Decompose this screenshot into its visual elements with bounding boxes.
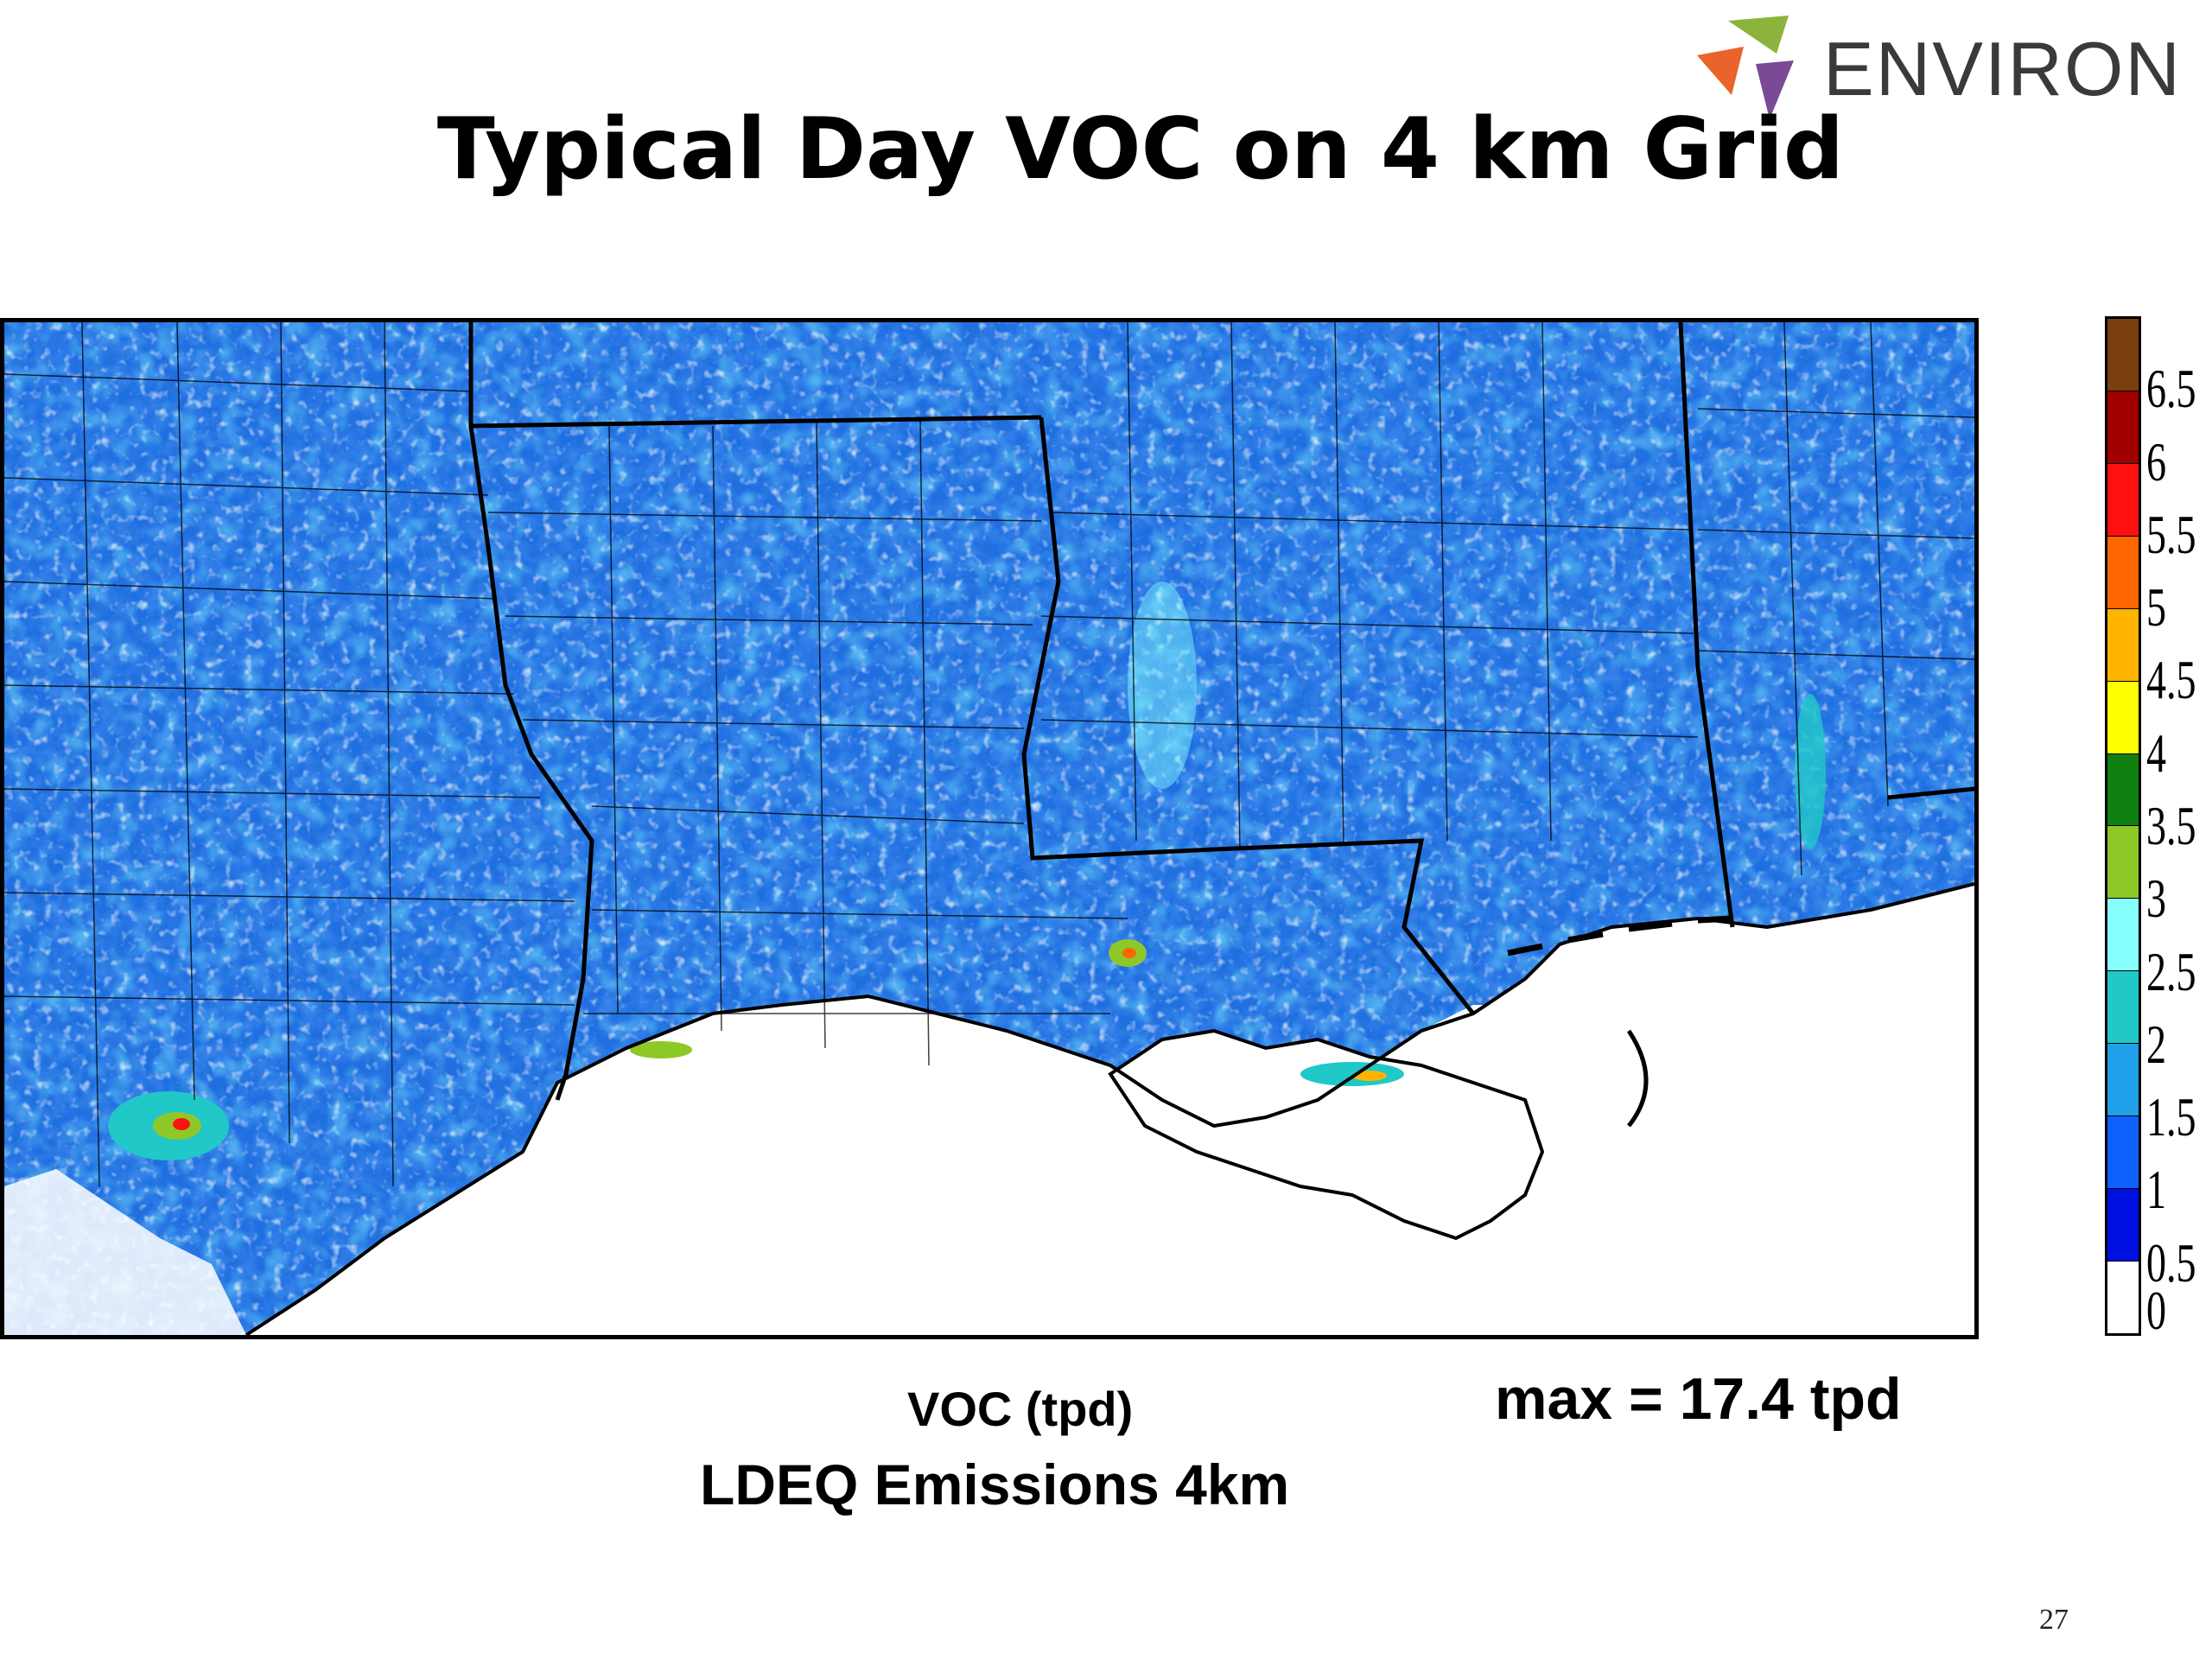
hotspot-lake-charles [630, 1041, 692, 1058]
max-value-label: max = 17.4 tpd [1495, 1366, 1902, 1432]
colorbar-segment [2107, 681, 2139, 754]
barrier-islands [1507, 915, 1733, 957]
colorbar-tick-label: 3 [2146, 868, 2167, 930]
colorbar-tick-label: 3.5 [2146, 795, 2196, 856]
county-boundaries [4, 322, 1974, 1187]
colorbar-segment [2107, 1261, 2139, 1333]
colorbar-tick-label: 6.5 [2146, 358, 2196, 420]
texas-louisiana-boundary [468, 425, 594, 1101]
colorbar-tick-label: 6 [2146, 430, 2167, 493]
emissions-source-label: LDEQ Emissions 4km [700, 1452, 1290, 1516]
colorbar-tick-label: 5 [2146, 576, 2167, 639]
hotspot-baton-rouge-core [1122, 948, 1136, 958]
voc-emissions-map [0, 318, 1979, 1339]
logo-text: ENVIRON [1823, 26, 2182, 111]
colorbar-tick-label: 4 [2146, 721, 2167, 784]
hotspot-mississippi-river [1128, 582, 1197, 789]
mississippi-alabama-boundary [1678, 322, 1735, 928]
colorbar-segment [2107, 826, 2139, 899]
colorbar-segment [2107, 753, 2139, 827]
colorbar-tick-label: 4.5 [2146, 649, 2196, 711]
colorbar-tick-label: 1.5 [2146, 1086, 2196, 1148]
chandeleur-islands [1626, 1029, 1649, 1128]
colorbar-segment [2107, 1044, 2139, 1117]
map-svg [4, 322, 1974, 1335]
logo-leaf-orange [1697, 47, 1744, 95]
colorbar [2105, 316, 2141, 1336]
colorbar-segment [2107, 463, 2139, 537]
colorbar-segment [2107, 391, 2139, 464]
delta-outline [1108, 1028, 1545, 1241]
gulf-of-mexico [246, 884, 1974, 1335]
state-boundaries [468, 322, 1974, 1101]
south-texas-blank [4, 1169, 246, 1335]
colorbar-segment [2107, 319, 2139, 391]
logo-leaf-purple [1756, 60, 1794, 119]
colorbar-tick-label: 2 [2146, 1013, 2167, 1075]
colorbar-tick-label: 1 [2146, 1159, 2167, 1221]
environ-logo: ENVIRON [1694, 12, 2180, 124]
hotspot-houston-peak [173, 1118, 190, 1130]
mississippi-delta-marsh [1110, 1031, 1542, 1238]
colorbar-tick-label: 2.5 [2146, 940, 2196, 1002]
colorbar-tick-label: 5.5 [2146, 503, 2196, 565]
colorbar-tick-label: 0.5 [2146, 1231, 2196, 1294]
hotspot-new-orleans [1300, 1062, 1404, 1086]
logo-leaf-green [1728, 16, 1789, 54]
alabama-florida-boundary [1887, 786, 1974, 800]
hotspot-mobile-bay [1795, 694, 1826, 849]
slide-title: Typical Day VOC on 4 km Grid [436, 100, 1845, 199]
colorbar-segment [2107, 899, 2139, 972]
lake-pontchartrain [1421, 1005, 1551, 1057]
colorbar-tick-label: 0 [2146, 1279, 2167, 1341]
variable-label: VOC (tpd) [907, 1382, 1134, 1436]
colorbar-segment [2107, 536, 2139, 609]
page-number: 27 [2039, 1604, 2069, 1636]
louisiana-mississippi-boundary [1021, 416, 1475, 1015]
environ-logo-mark-icon [1697, 16, 1794, 119]
colorbar-segment [2107, 971, 2139, 1045]
colorbar-segment [2107, 1189, 2139, 1262]
colorbar-segment [2107, 608, 2139, 682]
colorbar-segment [2107, 1116, 2139, 1190]
